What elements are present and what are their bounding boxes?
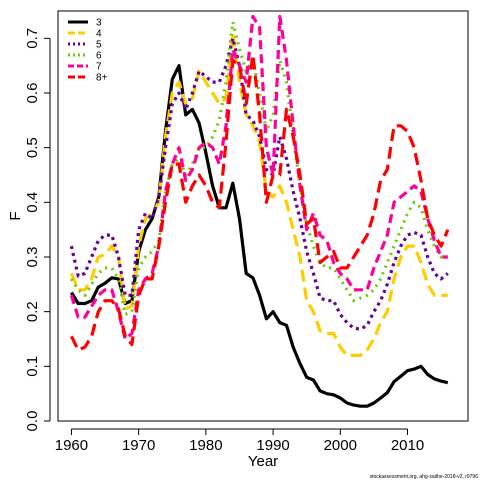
legend-label: 3 bbox=[96, 18, 102, 29]
y-tick-label: 0.6 bbox=[24, 83, 41, 104]
plot-frame bbox=[57, 10, 469, 422]
legend-label: 7 bbox=[96, 62, 102, 73]
x-tick-label: 1980 bbox=[189, 437, 222, 454]
series-line-5 bbox=[69, 36, 449, 331]
legend-label: 8+ bbox=[96, 73, 108, 84]
x-axis-title: Year bbox=[248, 453, 278, 470]
y-tick-label: 0.1 bbox=[24, 356, 41, 377]
y-tick-label: 0.7 bbox=[24, 28, 41, 49]
x-tick-label: 2000 bbox=[324, 437, 357, 454]
legend-label: 6 bbox=[96, 51, 102, 62]
y-tick-label: 0.5 bbox=[24, 137, 41, 158]
series-line-6 bbox=[70, 20, 448, 316]
y-tick-label: 0.4 bbox=[24, 192, 41, 213]
y-tick-label: 0.2 bbox=[24, 301, 41, 322]
x-tick-label: 1990 bbox=[256, 437, 289, 454]
x-tick-label: 1970 bbox=[122, 437, 155, 454]
x-axis: 1960 1970 1980 1990 2000 2010 bbox=[55, 428, 424, 454]
series-line-4 bbox=[69, 31, 448, 357]
x-tick-label: 1960 bbox=[55, 437, 88, 454]
legend-label: 4 bbox=[96, 29, 102, 40]
credit-text: stockassessment.org, ahg-saithe-2018-v2,… bbox=[370, 474, 479, 480]
y-tick-label: 0.0 bbox=[24, 411, 41, 432]
y-axis-title: F bbox=[7, 211, 24, 220]
y-axis: 0.0 0.1 0.2 0.3 0.4 0.5 0.6 0.7 bbox=[24, 28, 51, 432]
legend-label: 5 bbox=[96, 40, 102, 51]
series-layer bbox=[69, 14, 450, 408]
y-tick-label: 0.3 bbox=[24, 247, 41, 268]
series-line-8plus bbox=[69, 53, 450, 352]
x-tick-label: 2010 bbox=[391, 437, 424, 454]
